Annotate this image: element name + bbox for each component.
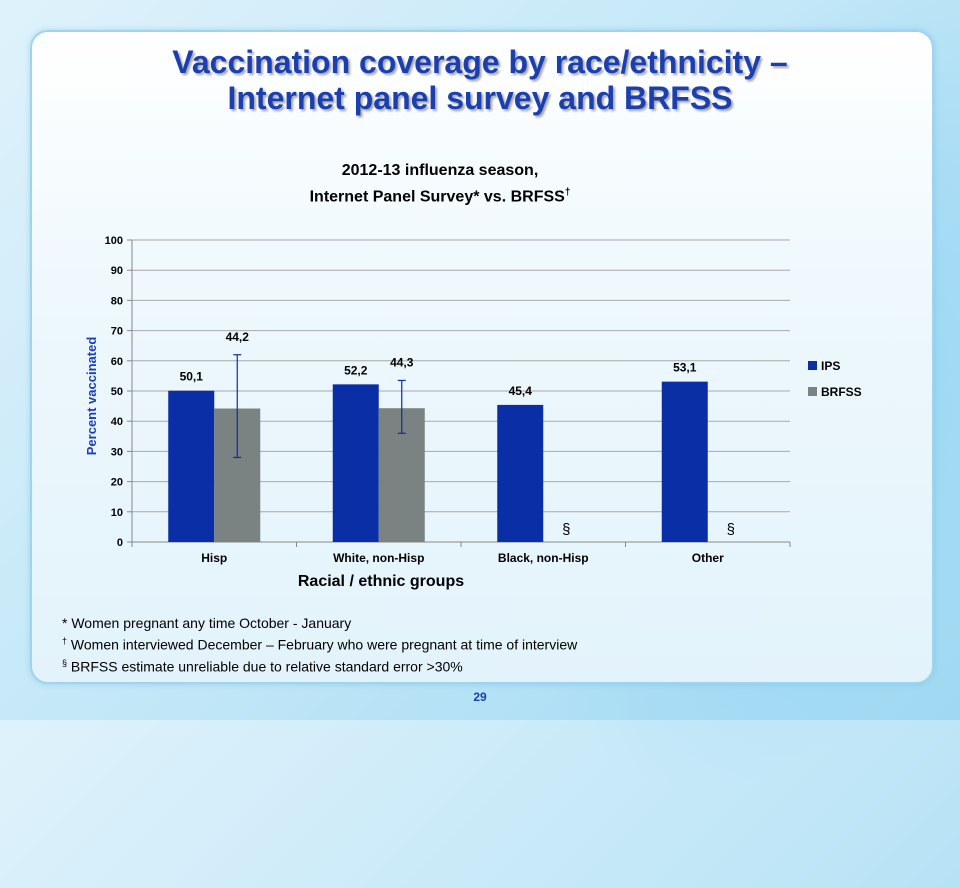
data-label-brfss-1: 44,3 <box>390 355 414 369</box>
chart-title-mark: † <box>564 187 571 198</box>
y-tick-label-30: 30 <box>111 446 123 458</box>
slide-title: Vaccination coverage by race/ethnicity –… <box>30 44 930 116</box>
bar-ips-1 <box>332 384 379 542</box>
x-tick-label-2: Black, non-Hisp <box>498 551 589 565</box>
y-tick-label-60: 60 <box>111 356 123 368</box>
chart-title-line2-text: Internet Panel Survey* vs. BRFSS <box>309 188 565 206</box>
data-label-brfss-2: § <box>562 521 570 538</box>
y-tick-label-40: 40 <box>111 416 123 428</box>
legend-swatch-ips <box>808 361 817 370</box>
y-tick-label-0: 0 <box>117 537 123 549</box>
footnote-3-text: BRFSS estimate unreliable due to relativ… <box>67 658 463 675</box>
x-tick-label-0: Hisp <box>201 551 227 565</box>
y-tick-label-90: 90 <box>111 265 123 277</box>
y-tick-label-80: 80 <box>111 295 123 307</box>
footnote-3-mark: § <box>62 657 68 668</box>
footnote-1-text: Women pregnant any time October - Januar… <box>67 615 352 631</box>
page-number: 29 <box>473 690 487 704</box>
x-tick-label-3: Other <box>692 551 724 565</box>
data-label-ips-3: 53,1 <box>673 361 697 375</box>
data-label-ips-0: 50,1 <box>180 370 204 384</box>
y-tick-label-10: 10 <box>111 507 123 519</box>
data-label-ips-1: 52,2 <box>344 363 368 377</box>
footnote-3: § BRFSS estimate unreliable due to relat… <box>62 654 902 676</box>
footnote-1: * Women pregnant any time October - Janu… <box>62 614 902 632</box>
footnotes: * Women pregnant any time October - Janu… <box>62 614 902 675</box>
bar-chart: 0 10 20 30 40 50 60 70 80 90 100 Hisp 50,1 44,2 White,… <box>84 235 862 590</box>
slide-title-line1: Vaccination coverage by race/ethnicity – <box>172 44 788 80</box>
x-tick-label-1: White, non-Hisp <box>333 551 424 565</box>
y-tick-label-20: 20 <box>111 477 123 489</box>
slide-panel <box>30 30 934 684</box>
y-tick-label-70: 70 <box>111 326 123 338</box>
y-tick-label-50: 50 <box>111 386 123 398</box>
data-label-brfss-3: § <box>727 521 735 538</box>
y-axis-title: Percent vaccinated <box>84 337 99 456</box>
footnote-2-text: Women interviewed December – February wh… <box>67 636 578 653</box>
bar-ips-3 <box>661 381 708 542</box>
legend-swatch-brfss <box>808 387 817 396</box>
bar-ips-0 <box>168 390 215 542</box>
chart-title-line2: Internet Panel Survey* vs. BRFSS† <box>140 182 740 208</box>
bar-ips-2 <box>497 404 544 542</box>
legend-label-ips: IPS <box>821 359 840 373</box>
data-label-ips-2: 45,4 <box>509 384 533 398</box>
footnote-1-mark: * <box>62 615 68 631</box>
slide-title-line2: Internet panel survey and BRFSS <box>227 80 733 116</box>
y-tick-label-100: 100 <box>105 235 123 247</box>
x-axis-title: Racial / ethnic groups <box>298 573 464 590</box>
legend-label-brfss: BRFSS <box>821 385 862 399</box>
chart-title-line1: 2012-13 influenza season, <box>341 162 539 179</box>
data-label-brfss-0: 44,2 <box>226 330 250 344</box>
chart-title: 2012-13 influenza season, Internet Panel… <box>140 160 740 208</box>
footnote-2: † Women interviewed December – February … <box>62 632 902 654</box>
footnote-2-mark: † <box>62 636 68 646</box>
